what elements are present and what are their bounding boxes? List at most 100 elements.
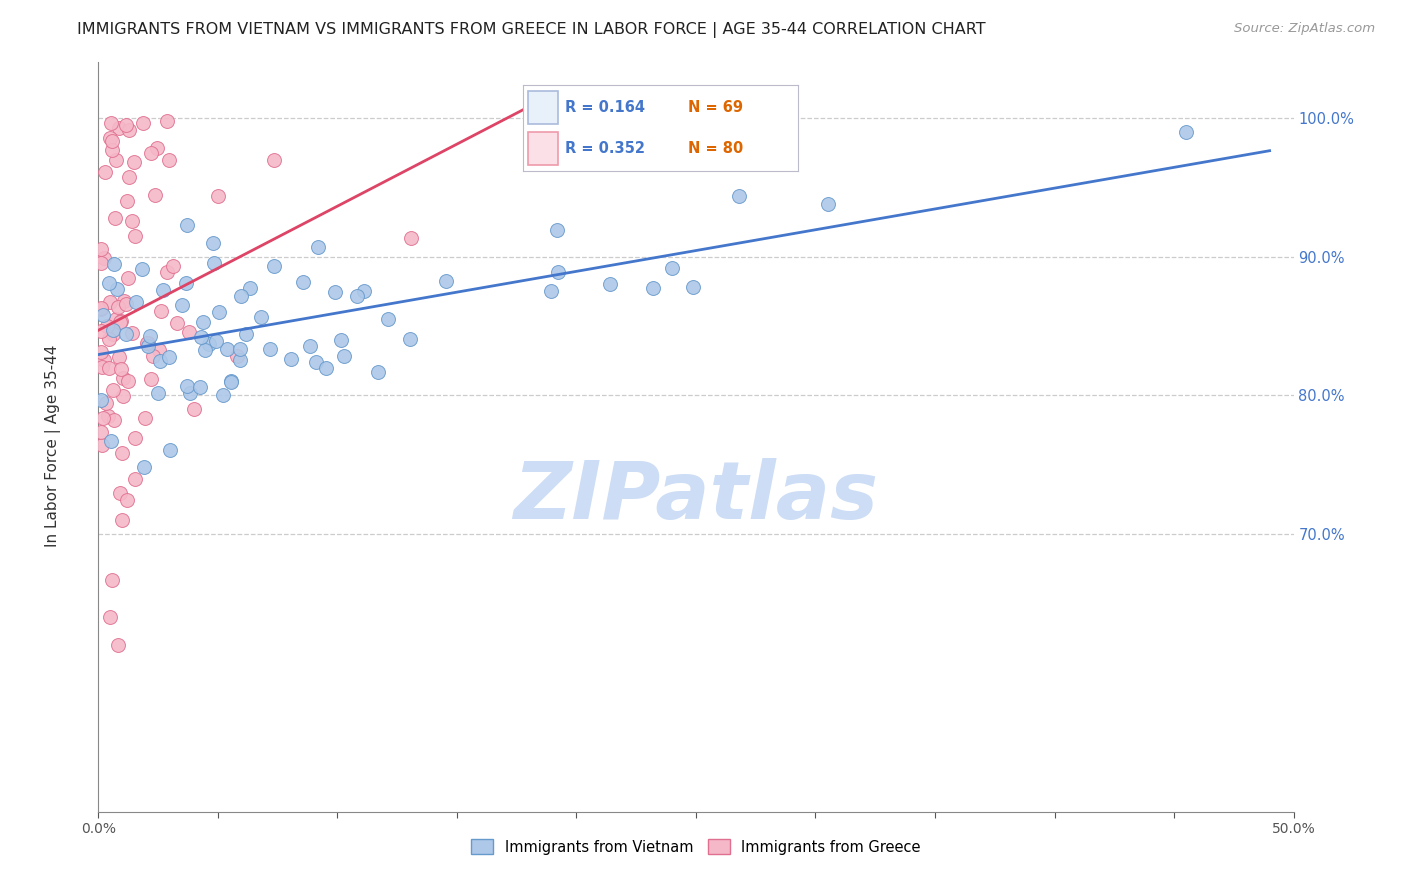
Point [104,311,127,326]
Point [124,155,146,169]
Point [100,115,122,129]
Point [434,275,457,289]
Point [124,431,146,445]
Point [152,283,174,297]
Point [100,434,122,448]
Point [280,352,302,367]
Point [117,271,139,285]
Point [124,229,146,244]
Point [159,442,181,457]
Point [221,374,243,388]
Point [219,375,242,389]
Point [226,349,249,363]
Point [176,378,198,392]
Point [115,492,138,507]
Point [110,314,132,328]
Point [90,256,112,270]
Point [174,276,197,290]
Point [298,339,321,353]
Point [235,327,257,342]
Legend: Immigrants from Vietnam, Immigrants from Greece: Immigrants from Vietnam, Immigrants from… [465,833,927,861]
Text: IMMIGRANTS FROM VIETNAM VS IMMIGRANTS FROM GREECE IN LABOR FORCE | AGE 35-44 COR: IMMIGRANTS FROM VIETNAM VS IMMIGRANTS FR… [77,22,986,38]
Point [250,310,273,325]
Point [101,573,124,587]
Point [193,314,215,328]
Point [91,410,114,425]
Point [398,332,420,346]
Point [367,365,389,379]
Point [108,315,131,329]
Point [101,323,124,337]
Point [183,401,205,416]
Point [661,260,683,275]
Point [97,409,120,423]
Point [333,349,356,363]
Point [194,343,217,358]
Point [97,277,120,291]
Point [96,318,118,333]
Point [136,336,159,351]
Point [134,410,156,425]
Text: In Labor Force | Age 35-44: In Labor Force | Age 35-44 [45,345,62,547]
Point [197,336,219,351]
Point [208,305,231,319]
Point [107,638,129,652]
Point [103,257,125,271]
Point [346,288,368,302]
Point [148,386,170,401]
Point [118,169,141,184]
Point [114,293,136,308]
Point [229,352,252,367]
Point [90,344,112,359]
Point [207,189,229,203]
Point [112,371,135,385]
Point [115,118,138,132]
Point [104,153,127,167]
Point [217,342,239,356]
Point [103,384,125,398]
Point [94,396,117,410]
Point [108,121,131,136]
Point [101,327,124,342]
Point [149,353,172,368]
Point [239,281,262,295]
Point [547,265,569,279]
Point [188,380,211,394]
Point [90,242,112,256]
Point [121,326,143,341]
Point [817,197,839,211]
Point [202,236,225,251]
Point [399,231,422,245]
Point [103,413,125,427]
Point [546,223,568,237]
Point [148,343,170,357]
Point [138,328,160,343]
Text: Source: ZipAtlas.com: Source: ZipAtlas.com [1234,22,1375,36]
Point [205,334,228,348]
Point [138,339,160,353]
Point [139,146,162,161]
Point [179,385,201,400]
Point [110,362,132,376]
Point [643,281,665,295]
Point [98,131,121,145]
Point [125,294,148,309]
Point [156,114,179,128]
Point [259,343,281,357]
Point [105,281,128,295]
Point [292,275,315,289]
Point [330,334,353,348]
Point [728,189,751,203]
Point [111,513,134,527]
Point [190,330,212,344]
Point [170,298,193,312]
Point [162,260,184,274]
Point [131,116,153,130]
Point [108,485,131,500]
Point [1175,125,1198,139]
Point [111,446,134,460]
Point [90,425,112,439]
Point [136,336,159,351]
Point [229,342,252,356]
Point [124,472,146,486]
